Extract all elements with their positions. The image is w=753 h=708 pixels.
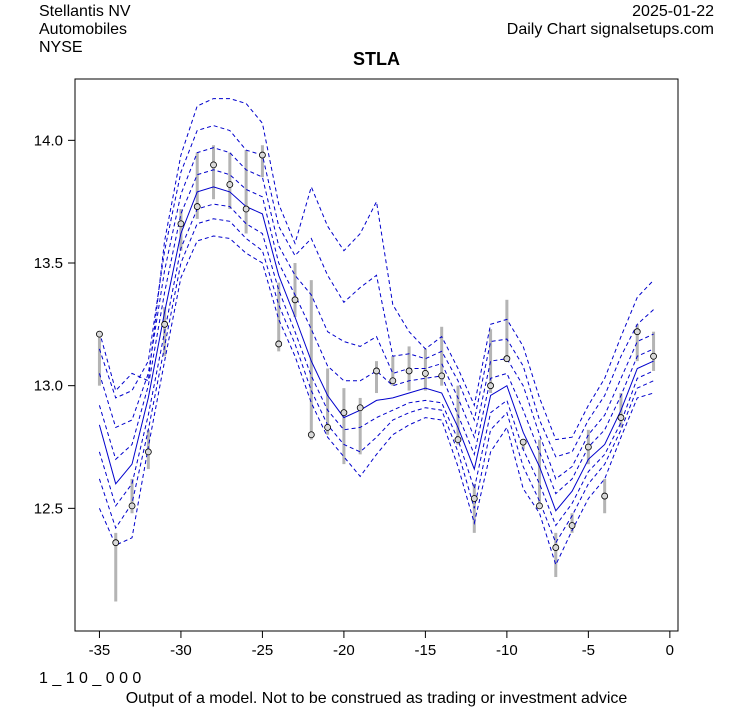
y-tick-label: 14.0 bbox=[34, 132, 63, 149]
close-point bbox=[307, 431, 315, 439]
x-tick-label: -20 bbox=[333, 642, 355, 659]
close-point bbox=[470, 495, 478, 502]
x-tick-label: -5 bbox=[582, 642, 595, 659]
y-tick-label: 13.0 bbox=[34, 378, 63, 395]
close-point bbox=[438, 372, 446, 380]
close-point bbox=[503, 355, 511, 363]
x-tick-label: 0 bbox=[666, 642, 674, 659]
close-point bbox=[650, 352, 657, 360]
chart-source: Daily Chart signalsetups.com bbox=[506, 21, 714, 38]
close-point bbox=[226, 181, 234, 188]
close-point bbox=[324, 423, 332, 431]
close-point bbox=[96, 330, 103, 338]
chart-title: STLA bbox=[353, 49, 400, 69]
close-point bbox=[177, 220, 185, 228]
close-point bbox=[454, 436, 462, 444]
close-point bbox=[161, 320, 169, 328]
sector-label: Automobiles bbox=[39, 21, 128, 38]
model-code: 1 _ 1 0 _ 0 0 0 bbox=[39, 670, 142, 687]
plot-frame bbox=[74, 78, 679, 632]
y-tick-label: 13.5 bbox=[34, 255, 63, 272]
close-point bbox=[356, 404, 364, 412]
close-point bbox=[568, 522, 576, 529]
close-point bbox=[601, 492, 609, 500]
model-line bbox=[98, 186, 654, 512]
close-point bbox=[519, 438, 527, 446]
close-point bbox=[275, 340, 283, 348]
close-point bbox=[128, 502, 136, 510]
confidence-band-line bbox=[98, 203, 654, 527]
close-point bbox=[373, 367, 380, 375]
disclaimer-text: Output of a model. Not to be construed a… bbox=[125, 690, 628, 707]
exchange-label: NYSE bbox=[39, 39, 83, 56]
confidence-band-line bbox=[98, 125, 654, 458]
close-point bbox=[487, 382, 494, 390]
x-tick-label: -10 bbox=[496, 642, 518, 659]
x-tick-label: -35 bbox=[89, 642, 111, 659]
close-point bbox=[291, 296, 299, 304]
close-point bbox=[242, 205, 250, 213]
close-point bbox=[112, 539, 120, 547]
confidence-band-line bbox=[98, 218, 654, 544]
confidence-band-line bbox=[98, 169, 654, 495]
close-point bbox=[340, 409, 348, 417]
x-tick-label: -30 bbox=[170, 642, 192, 659]
close-point bbox=[210, 161, 217, 169]
x-tick-label: -25 bbox=[252, 642, 274, 659]
close-point bbox=[144, 448, 152, 456]
close-point bbox=[552, 544, 560, 551]
close-point bbox=[389, 377, 397, 385]
close-point bbox=[193, 203, 201, 210]
chart-date: 2025-01-22 bbox=[632, 3, 714, 20]
close-point bbox=[536, 502, 543, 510]
confidence-band-line bbox=[98, 98, 654, 441]
y-tick-label: 12.5 bbox=[34, 500, 63, 517]
close-point bbox=[259, 151, 266, 159]
close-point bbox=[405, 367, 413, 375]
close-point bbox=[421, 369, 429, 377]
close-point bbox=[584, 443, 592, 451]
close-point bbox=[633, 328, 641, 336]
close-point bbox=[617, 414, 625, 421]
confidence-band-line bbox=[98, 147, 654, 480]
x-tick-label: -15 bbox=[415, 642, 437, 659]
company-name: Stellantis NV bbox=[39, 3, 131, 20]
confidence-band-line bbox=[98, 235, 654, 567]
